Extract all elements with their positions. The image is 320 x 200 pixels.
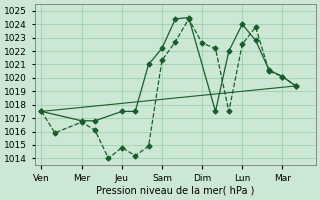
X-axis label: Pression niveau de la mer( hPa ): Pression niveau de la mer( hPa ) xyxy=(96,186,254,196)
